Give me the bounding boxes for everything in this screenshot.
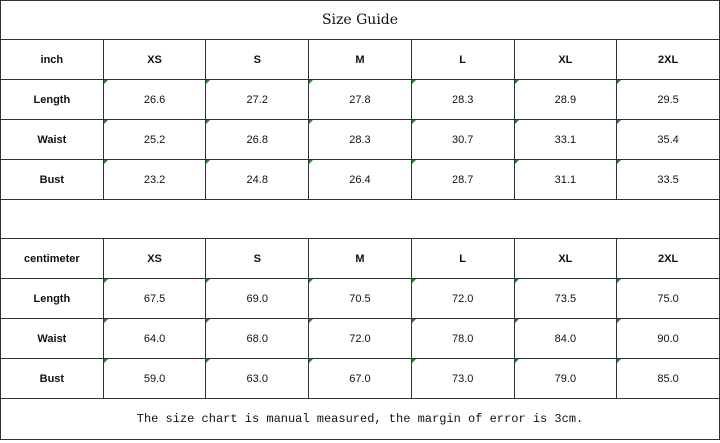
- measurement-value: 26.4: [308, 159, 412, 200]
- measurement-label: Length: [0, 79, 104, 120]
- measurement-value: 64.0: [102, 318, 207, 359]
- measurement-value: 30.7: [410, 119, 515, 160]
- measurement-value: 75.0: [616, 278, 720, 319]
- size-header: M: [308, 39, 412, 80]
- measurement-value: 63.0: [205, 358, 310, 399]
- measurement-value: 84.0: [513, 318, 618, 359]
- size-header: L: [410, 238, 515, 279]
- measurement-value: 59.0: [102, 358, 207, 399]
- table-row: Bust 23.2 24.8 26.4 28.7 31.1 33.5: [0, 159, 720, 200]
- size-header: XL: [513, 39, 618, 80]
- size-header: M: [308, 238, 412, 279]
- size-header: S: [205, 39, 310, 80]
- measurement-value: 33.1: [513, 119, 618, 160]
- measurement-value: 26.8: [205, 119, 310, 160]
- size-header: XS: [102, 39, 207, 80]
- title-row: Size Guide: [0, 0, 720, 40]
- measurement-value: 72.0: [308, 318, 412, 359]
- measurement-value: 70.5: [308, 278, 412, 319]
- measurement-value: 28.7: [410, 159, 515, 200]
- table-row: Length 26.6 27.2 27.8 28.3 28.9 29.5: [0, 79, 720, 120]
- measurement-value: 27.8: [308, 79, 412, 120]
- measurement-label: Waist: [0, 318, 104, 359]
- measurement-value: 78.0: [410, 318, 515, 359]
- measurement-value: 29.5: [616, 79, 720, 120]
- spacer-row: [0, 199, 720, 239]
- measurement-label: Bust: [0, 358, 104, 399]
- measurement-value: 28.3: [308, 119, 412, 160]
- measurement-value: 35.4: [616, 119, 720, 160]
- measurement-value: 79.0: [513, 358, 618, 399]
- measurement-value: 72.0: [410, 278, 515, 319]
- size-guide-title: Size Guide: [0, 0, 720, 40]
- unit-header: centimeter: [0, 238, 104, 279]
- measurement-label: Bust: [0, 159, 104, 200]
- table-row: Bust 59.0 63.0 67.0 73.0 79.0 85.0: [0, 358, 720, 399]
- measurement-value: 26.6: [102, 79, 207, 120]
- measurement-value: 25.2: [102, 119, 207, 160]
- measurement-value: 23.2: [102, 159, 207, 200]
- size-header: L: [410, 39, 515, 80]
- measurement-value: 33.5: [616, 159, 720, 200]
- measurement-note: The size chart is manual measured, the m…: [0, 398, 720, 440]
- size-header: XS: [102, 238, 207, 279]
- header-row-inch: inch XS S M L XL 2XL: [0, 39, 720, 80]
- header-row-centimeter: centimeter XS S M L XL 2XL: [0, 238, 720, 279]
- measurement-value: 73.5: [513, 278, 618, 319]
- size-header: S: [205, 238, 310, 279]
- table-row: Waist 64.0 68.0 72.0 78.0 84.0 90.0: [0, 318, 720, 359]
- measurement-value: 28.3: [410, 79, 515, 120]
- size-header: 2XL: [616, 39, 720, 80]
- measurement-value: 67.0: [308, 358, 412, 399]
- measurement-value: 28.9: [513, 79, 618, 120]
- measurement-value: 85.0: [616, 358, 720, 399]
- blank-cell: [0, 199, 720, 239]
- size-header: 2XL: [616, 238, 720, 279]
- measurement-value: 90.0: [616, 318, 720, 359]
- measurement-value: 68.0: [205, 318, 310, 359]
- unit-header: inch: [0, 39, 104, 80]
- measurement-value: 24.8: [205, 159, 310, 200]
- measurement-value: 31.1: [513, 159, 618, 200]
- measurement-value: 69.0: [205, 278, 310, 319]
- table-row: Length 67.5 69.0 70.5 72.0 73.5 75.0: [0, 278, 720, 319]
- table-row: Waist 25.2 26.8 28.3 30.7 33.1 35.4: [0, 119, 720, 160]
- measurement-value: 67.5: [102, 278, 207, 319]
- measurement-label: Waist: [0, 119, 104, 160]
- measurement-label: Length: [0, 278, 104, 319]
- note-row: The size chart is manual measured, the m…: [0, 398, 720, 440]
- measurement-value: 73.0: [410, 358, 515, 399]
- size-header: XL: [513, 238, 618, 279]
- measurement-value: 27.2: [205, 79, 310, 120]
